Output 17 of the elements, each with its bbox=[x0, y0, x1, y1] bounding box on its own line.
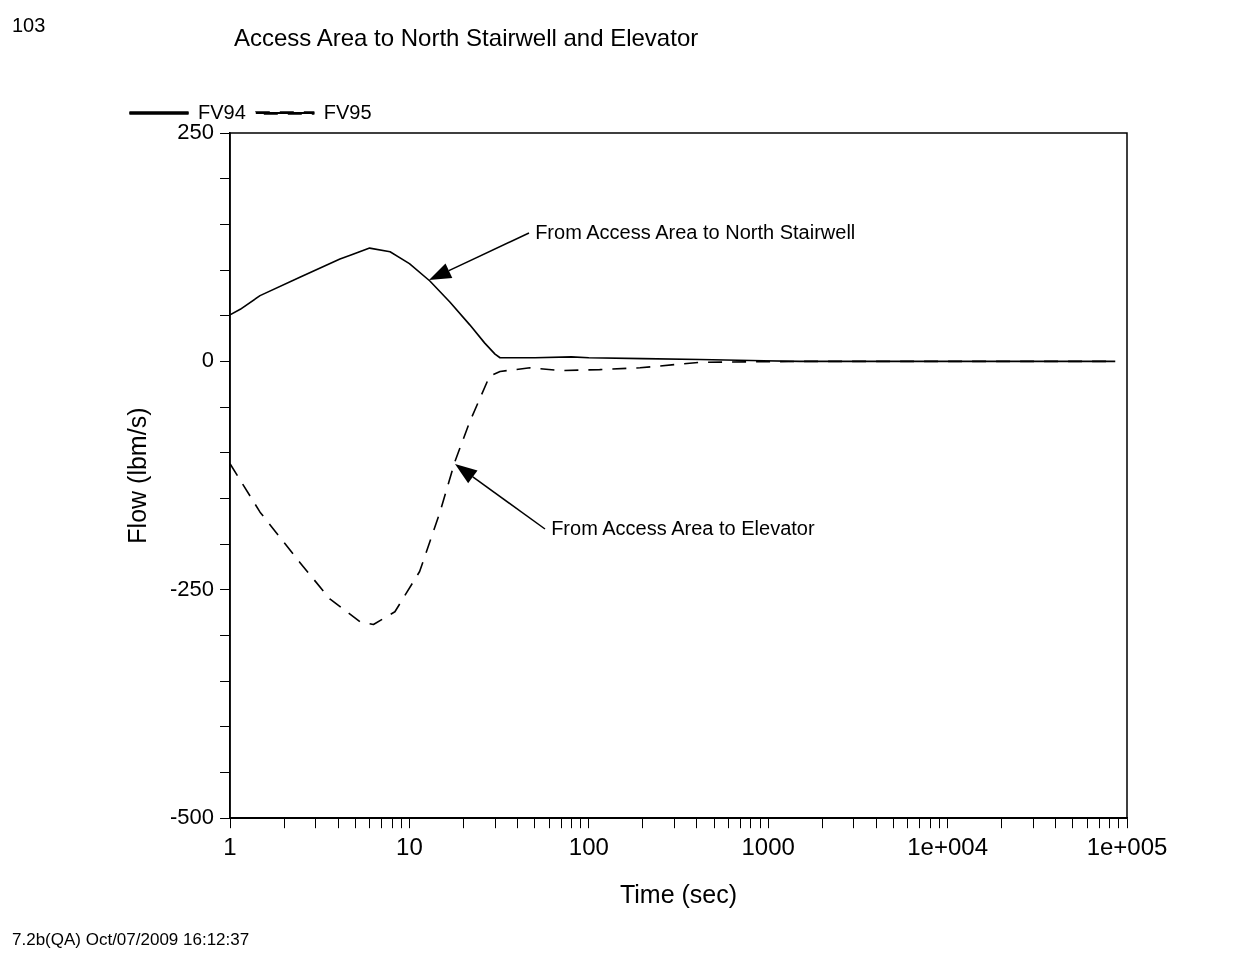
text: 7.2b(QA) Oct/07/2009 16:12:37 bbox=[12, 930, 250, 950]
x-tick-label: 1 bbox=[223, 833, 237, 861]
y-tick-label: -500 bbox=[169, 804, 215, 830]
x-tick-label: 10 bbox=[396, 833, 423, 861]
x-tick-label: 1e+004 bbox=[907, 833, 988, 861]
x-tick-label: 1e+005 bbox=[1086, 833, 1168, 861]
legend-label: FV95 bbox=[323, 100, 372, 123]
y-tick-label: -250 bbox=[169, 575, 215, 601]
y-axis-title: Flow (lbm/s) bbox=[122, 407, 151, 544]
annotation: From Access Area to North Stairwell bbox=[535, 220, 856, 244]
chart-title: Access Area to North Stairwell and Elevator bbox=[234, 24, 699, 52]
x-axis-title: Time (sec) bbox=[619, 879, 738, 908]
text: 103 bbox=[12, 14, 46, 37]
y-tick-label: 0 bbox=[201, 347, 215, 373]
annotation: From Access Area to Elevator bbox=[551, 516, 815, 540]
x-tick-label: 100 bbox=[568, 833, 609, 861]
x-tick-label: 1000 bbox=[741, 833, 795, 861]
